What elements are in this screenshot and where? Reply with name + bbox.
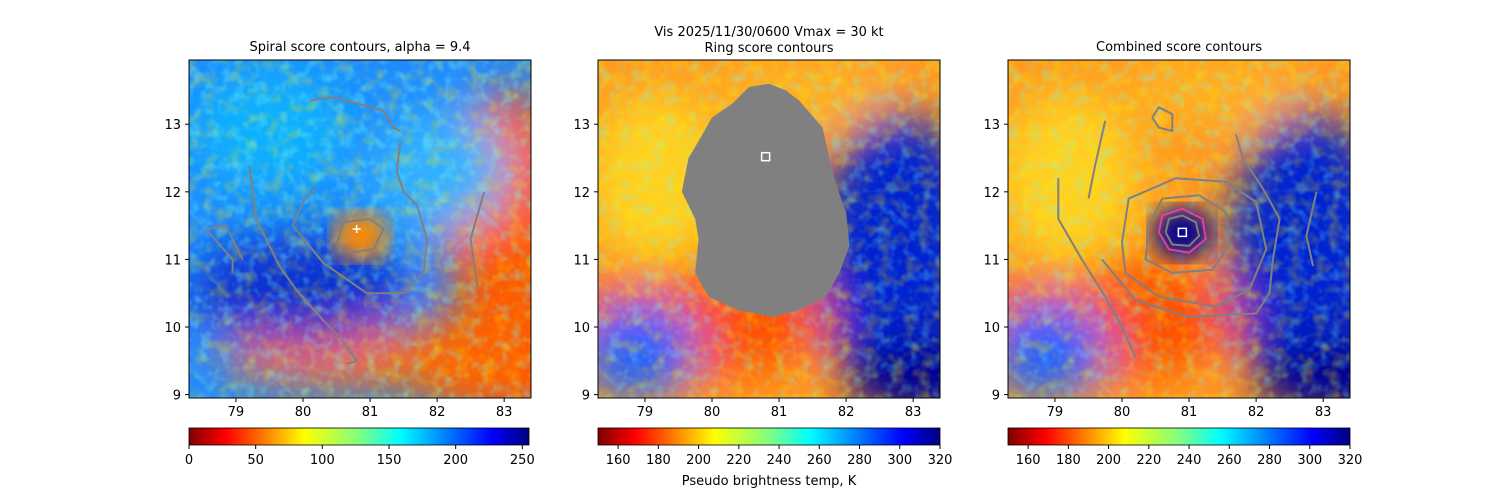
x-tick-label: 79 [637, 405, 654, 420]
spiral-score-panel: Spiral score contours, alpha = 9.4 79 80 8… [164, 40, 619, 420]
x-tick-label: 80 [295, 405, 312, 420]
contour-line-5 [1101, 134, 1281, 318]
y-tick-label: 13 [573, 118, 590, 133]
colorbar-tick-label: 100 [310, 453, 335, 468]
x-tick-label: 80 [704, 405, 721, 420]
colorbar-tick-label: 240 [767, 453, 792, 468]
center-marker [1177, 227, 1188, 238]
contour-line-4 [1121, 177, 1268, 308]
contour-line-1 [1087, 120, 1107, 199]
y-tick-label: 12 [164, 186, 181, 201]
panel-title-spiral: Spiral score contours, alpha = 9.4 [249, 40, 470, 55]
colorbar-combined: 160 180 200 220 240 260 280 300 320 [1007, 427, 1363, 468]
y-tick-label: 11 [164, 253, 181, 268]
colorbar-tick-label: 320 [1338, 453, 1363, 468]
colorbar-tick-label: 200 [1096, 453, 1121, 468]
spiral-heatmap-image [189, 60, 619, 420]
contour-line-3 [1144, 194, 1231, 274]
x-tick-label: 79 [228, 405, 245, 420]
contour-line-3 [204, 224, 244, 273]
contour-line-6 [1151, 106, 1174, 132]
colorbar-gradient [1007, 427, 1351, 446]
x-tick-label: 81 [362, 405, 379, 420]
y-tick-label: 11 [983, 253, 1000, 268]
contour-line-5 [469, 191, 486, 287]
y-tick-label: 9 [173, 389, 181, 404]
y-tick-label: 12 [573, 186, 590, 201]
y-tick-label: 12 [983, 186, 1000, 201]
colorbar-tick-label: 200 [686, 453, 711, 468]
colorbar-gradient [597, 427, 941, 446]
panel-title-combined: Combined score contours [1096, 40, 1262, 55]
colorbar-tick-label: 300 [1297, 453, 1322, 468]
colorbar-tick-label: 220 [726, 453, 751, 468]
y-tick-label: 13 [164, 118, 181, 133]
plot-frame [1007, 59, 1351, 399]
y-tick-label: 10 [573, 321, 590, 336]
colorbar-tick-label: 0 [185, 453, 193, 468]
colorbar-tick-label: 150 [377, 453, 402, 468]
x-tick-label: 79 [1047, 405, 1064, 420]
x-tick-label: 81 [771, 405, 788, 420]
colorbar-tick-label: 300 [887, 453, 912, 468]
panel-title-ring: Ring score contours [704, 41, 833, 56]
y-tick-label: 10 [164, 321, 181, 336]
colorbar-tick-label: 180 [646, 453, 671, 468]
contour-line-1 [309, 96, 401, 132]
colorbar-tick-label: 160 [606, 453, 631, 468]
colorbar-tick-label: 320 [928, 453, 953, 468]
x-tick-label: 83 [905, 405, 922, 420]
y-tick-label: 9 [992, 389, 1000, 404]
colorbar-tick-label: 180 [1056, 453, 1081, 468]
x-tick-label: 83 [1315, 405, 1332, 420]
x-tick-label: 82 [1248, 405, 1265, 420]
colorbar-tick-label: 50 [247, 453, 264, 468]
x-tick-label: 82 [429, 405, 446, 420]
contour-line-9 [1164, 214, 1201, 247]
center-marker [760, 151, 771, 162]
contour-line-2 [1057, 178, 1137, 358]
colorbar-ring: 160 180 200 220 240 260 280 300 320 [597, 427, 953, 468]
colorbar-spiral: 0 50 100 150 200 250 [185, 427, 535, 468]
x-tick-label: 82 [838, 405, 855, 420]
masked-region [681, 83, 850, 317]
center-marker [352, 225, 361, 233]
colorbar-tick-label: 280 [1257, 453, 1282, 468]
colorbar-tick-label: 250 [510, 453, 535, 468]
y-tick-label: 10 [983, 321, 1000, 336]
combined-score-panel: Combined score contours 79 80 81 82 83 9 10 11 1… [983, 40, 1351, 420]
ring-score-panel: 79 80 81 82 83 9 10 11 12 13 [573, 59, 941, 420]
y-tick-label: 9 [582, 389, 590, 404]
colorbar-tick-label: 220 [1136, 453, 1161, 468]
x-tick-label: 83 [496, 405, 513, 420]
colorbar-tick-label: 260 [1217, 453, 1242, 468]
colorbar-tick-label: 160 [1016, 453, 1041, 468]
plot-frame [188, 59, 532, 399]
contour-line-6 [335, 217, 385, 254]
plot-frame [597, 59, 941, 399]
colorbar-tick-label: 260 [807, 453, 832, 468]
colorbar-gradient [188, 427, 530, 446]
colorbar-label: Pseudo brightness temp, K [682, 474, 857, 489]
colorbar-tick-label: 200 [443, 453, 468, 468]
colorbar-tick-label: 240 [1177, 453, 1202, 468]
y-tick-label: 11 [573, 253, 590, 268]
contour-line-8 [1157, 207, 1207, 254]
contour-line-7 [1305, 191, 1318, 267]
contour-line-2 [248, 164, 358, 366]
contour-line-4 [291, 140, 429, 295]
figure-suptitle: Vis 2025/11/30/0600 Vmax = 30 kt [654, 25, 883, 40]
x-tick-label: 81 [1181, 405, 1198, 420]
colorbar-tick-label: 280 [847, 453, 872, 468]
y-tick-label: 13 [983, 118, 1000, 133]
x-tick-label: 80 [1114, 405, 1131, 420]
